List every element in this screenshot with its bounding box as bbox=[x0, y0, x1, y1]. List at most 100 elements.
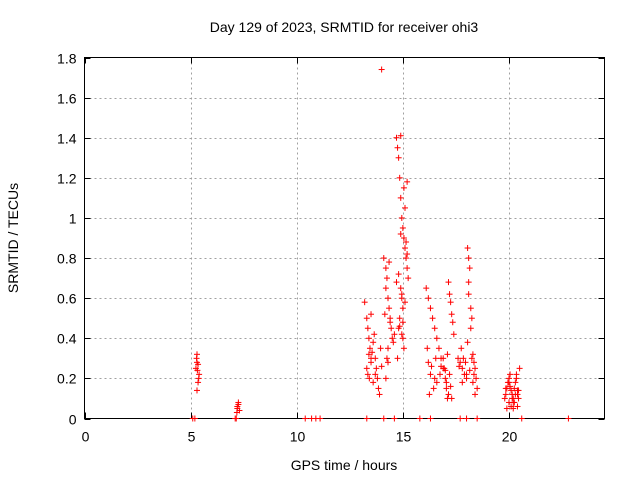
data-point bbox=[366, 375, 373, 382]
data-point bbox=[443, 385, 450, 392]
data-point bbox=[372, 355, 379, 362]
data-point bbox=[386, 259, 393, 266]
y-tick-label: 1.6 bbox=[57, 91, 77, 107]
data-point bbox=[468, 315, 475, 322]
data-point bbox=[505, 379, 512, 386]
data-point bbox=[457, 415, 464, 422]
y-tick-label: 0.2 bbox=[57, 371, 77, 387]
data-point bbox=[403, 255, 410, 262]
data-point bbox=[195, 375, 202, 382]
data-point bbox=[193, 387, 200, 394]
data-point bbox=[377, 345, 384, 352]
data-point bbox=[366, 345, 373, 352]
data-point bbox=[463, 415, 470, 422]
data-point bbox=[416, 415, 423, 422]
data-point bbox=[399, 224, 406, 231]
data-point bbox=[437, 371, 444, 378]
data-point bbox=[445, 279, 452, 286]
data-point bbox=[383, 355, 390, 362]
y-tick-label: 1.2 bbox=[57, 171, 77, 187]
y-tick-label: 0.6 bbox=[57, 291, 77, 307]
data-point bbox=[430, 385, 437, 392]
data-point bbox=[459, 379, 466, 386]
data-point bbox=[464, 339, 471, 346]
data-point bbox=[448, 311, 455, 318]
y-tick-label: 0 bbox=[69, 412, 77, 428]
data-point bbox=[450, 331, 457, 338]
data-point bbox=[463, 371, 470, 378]
data-point bbox=[370, 379, 377, 386]
data-point bbox=[428, 363, 435, 370]
data-point bbox=[518, 415, 525, 422]
data-point bbox=[473, 375, 480, 382]
data-point bbox=[376, 391, 383, 398]
data-point bbox=[193, 355, 200, 362]
data-point bbox=[397, 132, 404, 139]
data-point bbox=[399, 319, 406, 326]
data-point bbox=[515, 395, 522, 402]
data-point bbox=[398, 291, 405, 298]
data-point bbox=[388, 325, 395, 332]
data-point bbox=[502, 391, 509, 398]
data-point bbox=[195, 361, 202, 368]
data-point bbox=[385, 359, 392, 366]
data-point bbox=[470, 359, 477, 366]
data-point bbox=[317, 415, 324, 422]
data-point bbox=[458, 345, 465, 352]
data-point bbox=[369, 349, 376, 356]
data-point bbox=[468, 355, 475, 362]
data-point bbox=[509, 395, 516, 402]
data-point bbox=[383, 275, 390, 282]
data-points bbox=[189, 66, 572, 422]
data-point bbox=[400, 235, 407, 241]
data-point bbox=[398, 214, 405, 221]
data-point bbox=[427, 415, 434, 422]
data-point bbox=[429, 315, 436, 322]
x-tick-label: 15 bbox=[396, 429, 412, 445]
chart-title: Day 129 of 2023, SRMTID for receiver ohi… bbox=[210, 19, 479, 35]
data-point bbox=[503, 405, 510, 412]
data-point bbox=[390, 339, 397, 346]
data-point bbox=[466, 367, 473, 374]
data-point bbox=[396, 174, 403, 181]
data-point bbox=[404, 265, 411, 272]
data-point bbox=[445, 391, 452, 398]
data-point bbox=[393, 134, 400, 141]
data-point bbox=[372, 371, 379, 378]
data-point bbox=[382, 375, 389, 382]
data-point bbox=[364, 371, 371, 378]
data-point bbox=[382, 285, 389, 292]
data-point bbox=[361, 299, 368, 306]
data-point bbox=[502, 385, 509, 392]
data-point bbox=[513, 371, 520, 378]
data-point bbox=[459, 365, 466, 372]
data-point bbox=[387, 319, 394, 326]
data-point bbox=[515, 387, 522, 394]
data-point bbox=[374, 375, 381, 382]
axis-ticks: 0 0.2 0.4 0.6 0.8 1 1.2 1.4 1.6 1.8 0 5 10 15 20 bbox=[57, 51, 605, 445]
data-point bbox=[474, 415, 481, 422]
data-point bbox=[462, 359, 469, 366]
data-point bbox=[516, 365, 523, 372]
data-point bbox=[235, 401, 242, 408]
data-point bbox=[565, 415, 572, 422]
data-point bbox=[395, 154, 402, 161]
data-point bbox=[446, 291, 453, 298]
data-point bbox=[395, 271, 402, 278]
data-point bbox=[432, 355, 439, 362]
data-point bbox=[501, 395, 508, 402]
data-point bbox=[394, 144, 401, 151]
data-point bbox=[469, 379, 476, 386]
data-point bbox=[435, 345, 442, 352]
data-point bbox=[448, 395, 455, 402]
data-point bbox=[514, 403, 521, 410]
data-point bbox=[427, 305, 434, 312]
x-tick-label: 5 bbox=[188, 429, 196, 445]
data-point bbox=[465, 279, 472, 286]
data-point bbox=[396, 315, 403, 322]
data-point bbox=[512, 379, 519, 386]
data-point bbox=[440, 355, 447, 362]
data-point bbox=[194, 367, 201, 374]
data-point bbox=[385, 295, 392, 302]
data-point bbox=[396, 323, 403, 330]
